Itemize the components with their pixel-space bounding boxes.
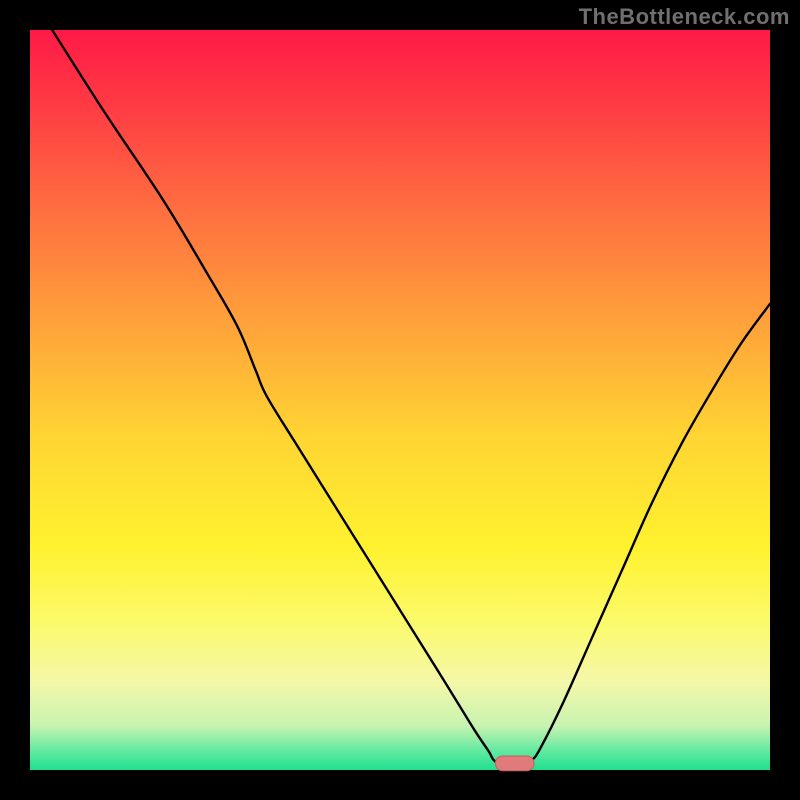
- bottleneck-chart: [0, 0, 800, 800]
- chart-background: [30, 30, 770, 770]
- optimum-marker: [495, 756, 533, 771]
- watermark-text: TheBottleneck.com: [579, 4, 790, 30]
